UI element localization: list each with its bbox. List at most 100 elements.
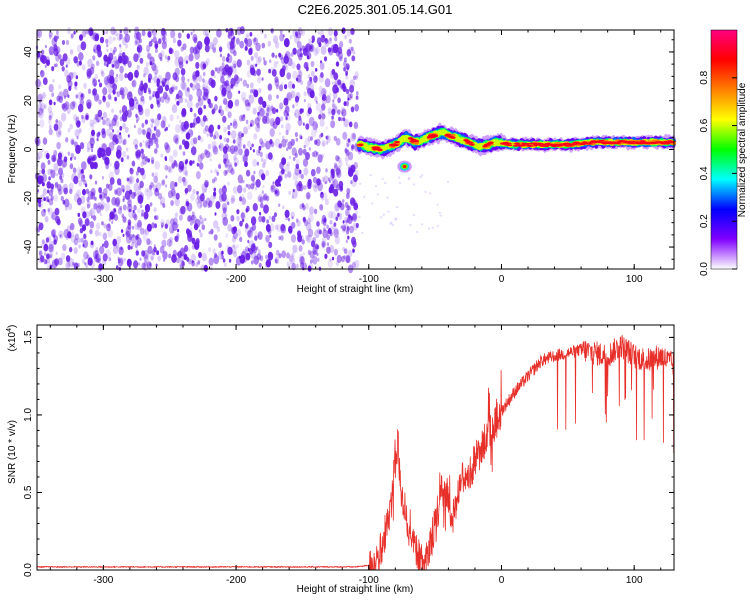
noise-blob — [244, 223, 249, 229]
noise-blob — [298, 71, 303, 78]
noise-blob — [42, 174, 47, 183]
noise-blob — [114, 166, 120, 176]
noise-blob — [169, 87, 174, 95]
noise-blob — [36, 29, 42, 39]
noise-blob — [347, 235, 350, 240]
noise-blob — [174, 50, 180, 59]
noise-blob — [37, 112, 41, 118]
noise-blob — [248, 94, 252, 99]
noise-blob — [56, 141, 61, 150]
noise-blob — [177, 250, 183, 259]
noise-blob — [153, 207, 157, 213]
noise-blob — [348, 121, 353, 128]
noise-blob — [321, 176, 325, 183]
noise-blob — [341, 255, 345, 263]
noise-blob — [344, 147, 347, 152]
noise-blob — [313, 184, 318, 193]
noise-blob — [222, 258, 226, 263]
noise-blob — [332, 90, 338, 99]
signal-blob — [634, 141, 640, 144]
noise-blob — [136, 31, 142, 41]
noise-blob — [290, 211, 295, 219]
noise-blob — [284, 215, 288, 221]
noise-blob — [238, 90, 241, 94]
noise-blob — [176, 100, 180, 106]
noise-blob — [190, 31, 193, 36]
spectrogram-y-tick-label: -20 — [23, 191, 34, 206]
noise-blob — [187, 78, 190, 82]
noise-blob — [98, 82, 103, 88]
noise-blob — [232, 36, 236, 40]
noise-blob — [151, 133, 156, 140]
noise-blob — [189, 107, 193, 113]
noise-blob — [231, 123, 235, 128]
noise-blob — [95, 113, 102, 123]
noise-blob — [39, 96, 44, 103]
noise-blob — [220, 75, 225, 84]
noise-dot — [374, 184, 378, 188]
noise-blob — [250, 55, 254, 62]
noise-blob — [73, 193, 80, 203]
noise-blob — [246, 70, 252, 78]
noise-blob — [109, 123, 113, 131]
snr-panel: -300 -200 -100 0 100 0.00.51.01.5 Height of … — [6, 324, 675, 595]
noise-blob — [55, 63, 58, 68]
noise-blob — [274, 79, 280, 87]
noise-blob — [213, 74, 216, 79]
noise-blob — [196, 162, 200, 167]
noise-blob — [48, 176, 51, 181]
noise-blob — [50, 183, 54, 190]
snr-series-line — [36, 335, 675, 571]
noise-blob — [68, 203, 73, 211]
noise-blob — [145, 83, 148, 88]
noise-blob — [198, 229, 201, 233]
noise-blob — [281, 157, 287, 166]
noise-blob — [140, 161, 144, 167]
noise-blob — [283, 38, 290, 48]
noise-blob — [313, 208, 318, 215]
noise-blob — [174, 212, 179, 218]
noise-blob — [87, 257, 93, 266]
noise-blob — [242, 179, 245, 184]
noise-blob — [62, 102, 68, 112]
noise-blob — [48, 31, 53, 38]
noise-blob — [244, 161, 248, 168]
noise-blob — [255, 63, 258, 67]
noise-blob — [75, 86, 78, 91]
noise-blob — [219, 109, 224, 116]
noise-blob — [296, 77, 300, 83]
noise-blob — [223, 137, 227, 143]
noise-blob — [319, 118, 325, 127]
noise-dot — [408, 176, 411, 180]
noise-blob — [164, 78, 167, 82]
noise-blob — [81, 175, 85, 181]
noise-blob — [346, 49, 352, 57]
noise-blob — [81, 64, 86, 71]
noise-blob — [67, 231, 72, 239]
noise-blob — [73, 114, 78, 122]
noise-blob — [345, 149, 350, 157]
noise-blob — [196, 199, 203, 209]
noise-blob — [277, 178, 281, 184]
noise-blob — [314, 229, 320, 239]
noise-blob — [180, 205, 186, 215]
noise-blob — [338, 212, 343, 220]
noise-blob — [127, 198, 132, 206]
noise-blob — [178, 164, 184, 173]
noise-dot — [390, 221, 393, 224]
noise-blob — [70, 138, 75, 146]
noise-blob — [310, 168, 316, 177]
noise-blob — [220, 251, 224, 256]
noise-blob — [53, 35, 58, 42]
noise-blob — [310, 136, 313, 141]
noise-blob — [291, 251, 295, 258]
noise-blob — [183, 180, 187, 186]
noise-blob — [180, 46, 184, 52]
noise-blob — [207, 98, 211, 105]
noise-blob — [235, 37, 240, 44]
noise-blob — [261, 216, 266, 223]
noise-blob — [58, 230, 64, 240]
noise-blob — [250, 123, 253, 127]
noise-blob — [154, 72, 157, 77]
noise-blob — [38, 200, 44, 209]
